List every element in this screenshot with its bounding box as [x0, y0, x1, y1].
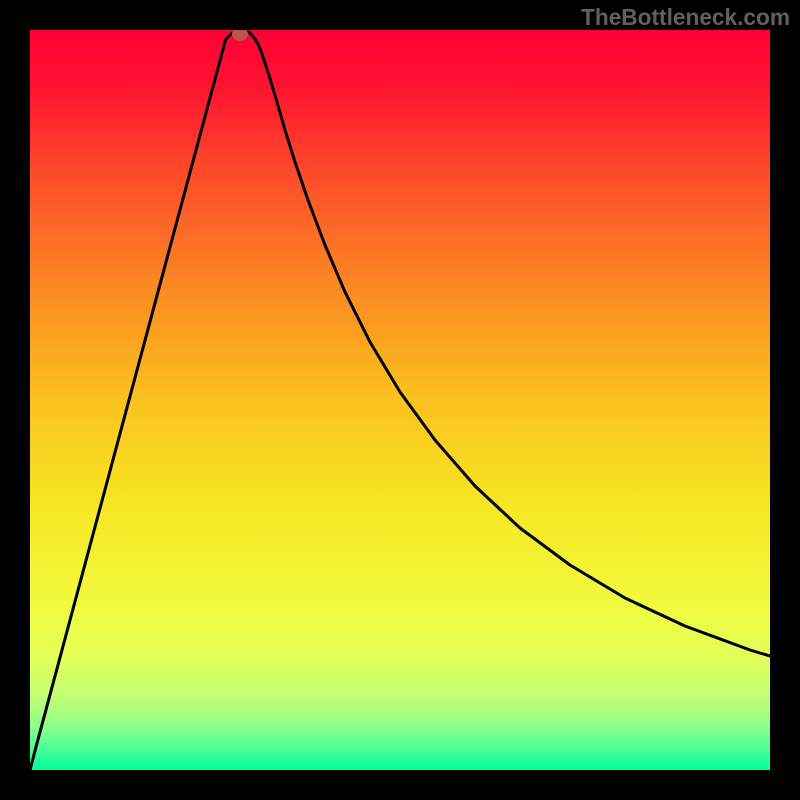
curve-layer — [30, 30, 770, 770]
plot-area — [30, 30, 770, 770]
chart-frame: TheBottleneck.com — [0, 0, 800, 800]
bottleneck-curve — [30, 30, 770, 770]
attribution-text: TheBottleneck.com — [581, 4, 790, 31]
minimum-marker — [232, 30, 248, 41]
